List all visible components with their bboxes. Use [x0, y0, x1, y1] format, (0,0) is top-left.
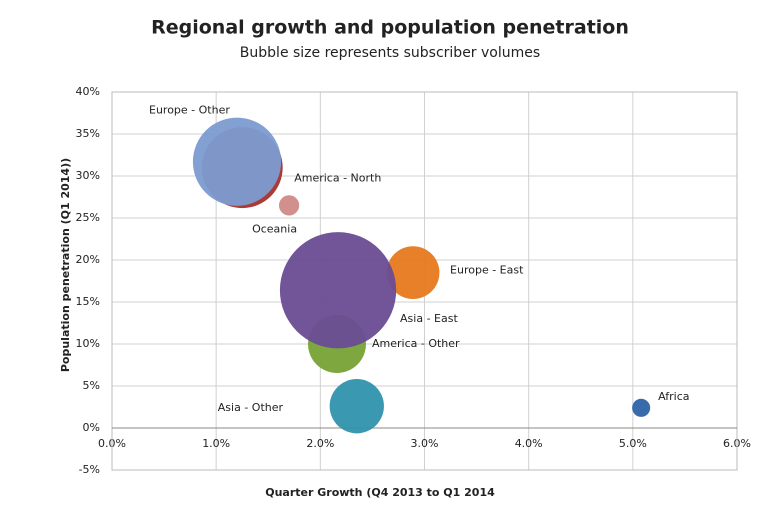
- bubble-label: Europe - Other: [149, 104, 230, 117]
- bubble: [632, 398, 651, 417]
- plot-area: America - North Europe - Other Oceania Euro…: [149, 104, 690, 434]
- y-tick-label: 25%: [76, 211, 100, 224]
- chart-title: Regional growth and population penetrati…: [151, 17, 629, 39]
- bubble-label: Africa: [658, 390, 689, 403]
- x-tick-label: 5.0%: [619, 437, 647, 450]
- bubble: [386, 246, 440, 299]
- bubble-label: Oceania: [252, 222, 297, 235]
- y-tick-label: 0%: [83, 421, 100, 434]
- y-tick-label: 20%: [76, 253, 100, 266]
- bubble: [278, 195, 300, 216]
- bubble-label: Europe - East: [450, 264, 524, 277]
- bubble: [192, 117, 282, 206]
- chart-subtitle: Bubble size represents subscriber volume…: [240, 45, 540, 61]
- bubble-label: America - North: [294, 172, 381, 185]
- bubble-label: Asia - East: [400, 312, 458, 325]
- x-tick-label: 1.0%: [202, 437, 230, 450]
- y-tick-label: 40%: [76, 85, 100, 98]
- x-tick-label: 4.0%: [515, 437, 543, 450]
- y-axis-title: Population penetration (Q1 2014)): [59, 158, 72, 372]
- x-tick-label: 3.0%: [411, 437, 439, 450]
- bubble: [329, 379, 384, 434]
- bubble-label: Asia - Other: [218, 401, 284, 414]
- y-tick-label: -5%: [79, 463, 100, 476]
- plot-border: [111, 91, 738, 471]
- y-tick-label: 35%: [76, 127, 100, 140]
- y-tick-label: 10%: [76, 337, 100, 350]
- y-tick-label: 30%: [76, 169, 100, 182]
- y-tick-label: 15%: [76, 295, 100, 308]
- x-axis-title: Quarter Growth (Q4 2013 to Q1 2014: [265, 486, 495, 499]
- bubble: [279, 232, 397, 349]
- bubble-label: America - Other: [372, 337, 460, 350]
- y-tick-label: 5%: [83, 379, 100, 392]
- x-tick-label: 2.0%: [306, 437, 334, 450]
